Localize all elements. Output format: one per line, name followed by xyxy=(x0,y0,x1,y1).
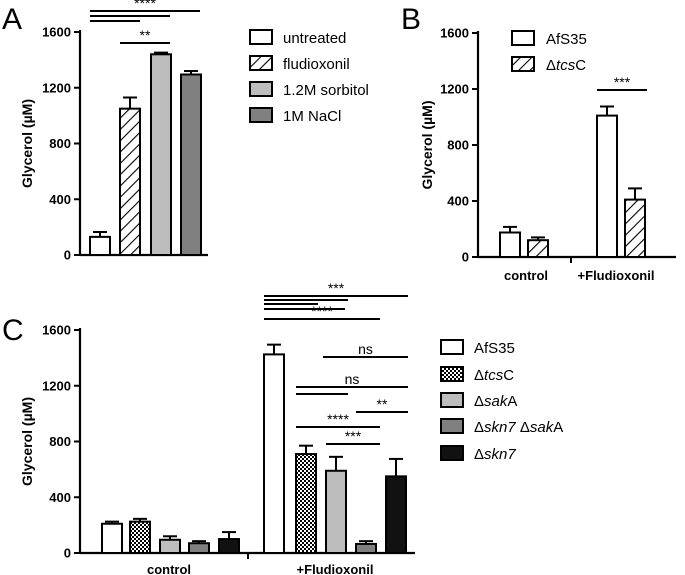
panel-c-legend-label-1: AfS35AfS35 xyxy=(474,340,515,357)
panel-c-sig-line-7-label: ns xyxy=(345,371,360,387)
panel-c-sig-line-1-label: *** xyxy=(328,280,345,296)
panel-c-sig-line-6-label: ns xyxy=(358,341,373,357)
panel-c-y-tick-label: 400 xyxy=(49,490,71,505)
panel-c-sig-line-5-label: **** xyxy=(311,303,333,319)
panel-c-bar-control-4 xyxy=(188,542,210,555)
panel-b-category-label-2: +Fludioxonil xyxy=(578,268,655,283)
panel-a-bar-3 xyxy=(150,53,172,256)
panel-b: B 0 400 800 1200 1600 Glycerol (µM) control +Flu… xyxy=(401,3,676,283)
panel-a-legend-swatch-4 xyxy=(249,107,273,123)
panel-a-bar-2 xyxy=(119,107,141,256)
panel-b-bar-fludioxonil-1 xyxy=(596,114,618,258)
panel-a-y-tick-label: 800 xyxy=(49,136,71,151)
panel-b-letter: B xyxy=(401,3,421,36)
panel-a-y-tick-label: 0 xyxy=(64,248,71,263)
panel-a-bar-1 xyxy=(89,235,111,257)
panel-b-y-tick-label: 800 xyxy=(447,138,469,153)
panel-a-sig-line-1-label: **** xyxy=(134,0,156,11)
panel-c-sig-line-11-label: *** xyxy=(345,428,362,444)
panel-c-y-tick-label: 1200 xyxy=(42,378,71,393)
panel-c-category-label-1: control xyxy=(147,562,191,575)
panel-c-category-label-2: +Fludioxonil xyxy=(297,562,374,575)
panel-c-bar-fludioxonil-3 xyxy=(325,469,347,554)
panel-c-y-axis-label: Glycerol (µM) xyxy=(19,397,35,486)
panel-a-legend-swatch-2 xyxy=(249,55,273,71)
panel-c-sig-line-10-label: **** xyxy=(327,411,349,427)
panel-c-letter: C xyxy=(2,314,24,347)
panel-b-legend-label-2: ΔtcsCΔtcsC xyxy=(546,57,586,74)
panel-a-letter: A xyxy=(2,3,22,36)
panel-a-bar-4 xyxy=(180,73,202,257)
panel-b-y-axis-label: Glycerol (µM) xyxy=(419,101,435,190)
panel-a-legend-label-1: untreated xyxy=(283,30,346,47)
panel-a-sig-line-4-label: ** xyxy=(140,27,151,43)
panel-a-y-tick-label: 1200 xyxy=(42,80,71,95)
panel-c-legend-label-2: ΔtcsCΔtcsC xyxy=(474,367,514,384)
panel-b-y-tick-label: 400 xyxy=(447,194,469,209)
panel-c-legend-swatch-1 xyxy=(440,339,464,355)
panel-b-y-tick-label: 1600 xyxy=(440,26,469,41)
panel-a-legend-label-2: fludioxonil xyxy=(283,56,350,73)
panel-c: C 0 400 800 1200 1600 Glycerol (µM) control +Flu… xyxy=(2,280,563,575)
panel-c-legend-swatch-2 xyxy=(440,366,464,382)
panel-b-legend-swatch-2 xyxy=(511,56,535,72)
panel-b-sig-line-1-label: *** xyxy=(614,74,631,90)
panel-a-legend-swatch-3 xyxy=(249,81,273,97)
panel-c-y-tick-label: 800 xyxy=(49,434,71,449)
panel-b-y-tick-label: 0 xyxy=(462,250,469,265)
panel-a-y-tick-label: 400 xyxy=(49,192,71,207)
panel-b-y-tick-label: 1200 xyxy=(440,82,469,97)
panel-c-bar-fludioxonil-5 xyxy=(385,475,407,554)
panel-c-bar-fludioxonil-4 xyxy=(355,542,377,554)
panel-c-bar-control-5 xyxy=(218,538,240,554)
panel-b-legend-swatch-1 xyxy=(511,30,535,46)
panel-c-bar-control-3 xyxy=(159,538,181,555)
panel-b-bar-fludioxonil-2 xyxy=(624,198,646,259)
panel-b-bar-control-1 xyxy=(499,231,521,258)
panel-c-legend-label-3: ΔsakAΔsakA xyxy=(474,393,517,410)
panel-a-legend-label-4: 1M NaCl xyxy=(283,108,341,125)
panel-c-sig-line-9-label: ** xyxy=(377,396,388,412)
panel-b-category-label-1: control xyxy=(504,268,548,283)
panel-c-bar-fludioxonil-2 xyxy=(295,453,317,555)
panel-c-legend-label-5: Δskn7Δskn7 xyxy=(474,446,516,463)
panel-a-y-tick-label: 1600 xyxy=(42,25,71,40)
panel-c-legend-swatch-5 xyxy=(440,445,464,461)
panel-a-legend-swatch-1 xyxy=(249,29,273,45)
panel-c-legend-swatch-4 xyxy=(440,418,464,434)
panel-c-y-tick-label: 1600 xyxy=(42,323,71,338)
panel-a-y-axis-label: Glycerol (µM) xyxy=(19,99,35,188)
panel-c-legend-swatch-3 xyxy=(440,392,464,408)
panel-c-bar-fludioxonil-1 xyxy=(263,353,285,554)
panel-a-legend-label-3: 1.2M sorbitol xyxy=(283,82,369,99)
panel-c-bar-control-2 xyxy=(129,520,151,554)
panel-b-bar-control-2 xyxy=(527,239,549,258)
panel-c-bar-control-1 xyxy=(101,522,123,555)
panel-b-legend-label-1: AfS35 xyxy=(546,31,587,48)
panel-c-y-tick-label: 0 xyxy=(64,546,71,561)
